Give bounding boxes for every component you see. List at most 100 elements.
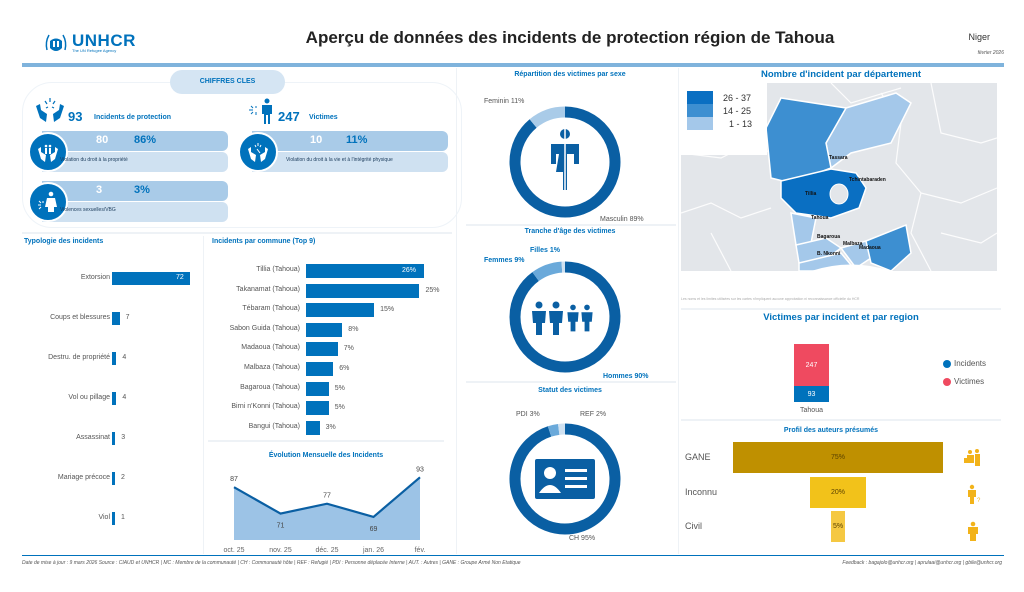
bar-label: Coups et blessures [50, 314, 110, 321]
x-tick-label: fév. [415, 547, 426, 554]
typology-bar-row: Vol ou pillage 4 [22, 392, 202, 406]
data-label: 77 [323, 493, 331, 500]
bar-label: Viol [98, 514, 110, 521]
category-label: GANE [685, 452, 711, 462]
stacked-bar-victimes: 247 [794, 344, 829, 387]
bar-value: 8% [348, 325, 359, 333]
bar-label: Bangui (Tahoua) [248, 422, 300, 430]
x-tick-label: déc. 25 [316, 547, 339, 554]
victims-region-title: Victimes par incident et par region [763, 312, 919, 323]
commune-bar-row: Bangui (Tahoua) 3% [208, 420, 448, 435]
column-divider [203, 236, 204, 554]
legend-dot [943, 359, 951, 368]
section-divider [466, 224, 676, 226]
section-divider [466, 381, 676, 383]
bar-value: 72 [176, 274, 184, 281]
donut-slice [509, 261, 621, 373]
footer-feedback[interactable]: Feedback : bagajolo@unhcr.org | aprulaai… [842, 560, 1002, 566]
bar [306, 283, 420, 298]
section-divider [681, 308, 1001, 310]
map-label: B. Nkonni [817, 251, 841, 257]
bar-value: 5% [334, 384, 345, 392]
bar-value: 1 [121, 514, 125, 521]
funnel-bar: 5% [831, 511, 845, 542]
bar-value: 26% [402, 267, 417, 274]
logo-subtitle: The UN Refugee Agency [72, 47, 117, 53]
svg-text:?: ? [977, 498, 981, 504]
bar [306, 322, 343, 337]
bar-value: 2 [121, 474, 125, 481]
bar [112, 312, 120, 325]
bar-label: Extorsion [80, 274, 110, 281]
typology-bar-row: Viol 1 [22, 512, 202, 526]
incidents-icon [34, 96, 66, 129]
bar [112, 272, 190, 285]
bar-value: 7 [125, 314, 130, 321]
bar-label: Tillia (Tahoua) [256, 266, 300, 273]
x-tick-label: jan. 26 [362, 547, 384, 554]
typology-bar-row: Extorsion 72 [22, 272, 202, 286]
legend-range: 1 - 13 [729, 118, 753, 129]
x-tick-label: oct. 25 [223, 547, 244, 554]
data-label: 69 [370, 526, 378, 533]
data-label: 87 [230, 476, 238, 483]
bar-value: 3 [121, 434, 126, 441]
typology-title: Typologie des incidents [24, 238, 104, 245]
footer-notes: Date de mise à jour : 9 mars 2026 Source… [22, 560, 521, 566]
civilian-icon [966, 521, 980, 546]
age-donut-chart: Hommes 90% Femmes 9% Filles 1% [484, 247, 649, 380]
bar [306, 264, 424, 278]
donut-slice [509, 423, 621, 535]
slice-label: Hommes 90% [603, 373, 649, 380]
kf-card-desc: Violation du droit à la propriété [60, 157, 128, 163]
map-title: Nombre d'incident par département [760, 69, 922, 80]
bar-value: 4 [122, 354, 127, 361]
legend-item: 14 - 25 [687, 104, 767, 117]
legend-item: 26 - 37 [687, 91, 767, 104]
legend-dot [943, 377, 951, 386]
bar-value: 15% [380, 306, 395, 314]
sex-donut-chart: Masculin 89% Feminin 11% [484, 98, 644, 223]
map-disclaimer: Les noms et les limites utilisées sur le… [681, 297, 860, 301]
legend-label: Incidents [954, 359, 987, 368]
country-label: Niger [968, 32, 990, 42]
donut-slice [547, 423, 560, 437]
bar-label: Bagaroua (Tahoua) [240, 383, 300, 391]
map-dept-tillia[interactable] [780, 168, 867, 219]
slice-label: REF 2% [580, 411, 606, 418]
bar [112, 392, 117, 405]
kf-card-count: 80 [96, 134, 109, 146]
bar-label: Destru. de propriété [48, 354, 110, 361]
monthly-chart: 87 oct. 25 71 nov. 25 77 déc. 25 69 jan. 26 93 fé… [223, 466, 426, 554]
incident-map[interactable]: Tassara Tchintabaraden Tillia Tahoua Bag… [681, 83, 997, 271]
commune-bar-row: Madaoua (Tahoua) 7% [208, 342, 448, 357]
family-icon [532, 301, 593, 335]
unhcr-logo: UNHCR The UN Refugee Agency [44, 32, 136, 54]
commune-bar-row: Takanamat (Tahoua) 25% [208, 283, 448, 298]
bar [306, 362, 334, 376]
typology-bar-row: Destru. de propriété 4 [22, 352, 202, 366]
category-label: Inconnu [685, 487, 718, 497]
incidents-total: 93 [68, 109, 83, 124]
bar [112, 432, 116, 445]
armed-group-icon [964, 448, 982, 473]
section-divider [681, 419, 1001, 421]
series-line [233, 476, 421, 519]
commune-bar-row: Malbaza (Tahoua) 6% [208, 362, 448, 376]
bar-label: Takanamat (Tahoua) [236, 285, 300, 293]
footer-divider [22, 555, 1004, 556]
data-label: 93 [416, 466, 424, 473]
kf-card-count: 3 [96, 184, 103, 196]
bar-value: 3% [325, 423, 336, 431]
kf-card-life: 10 11% Violation du droit à la vie et à … [238, 131, 448, 173]
map-label: Tahoua [811, 215, 829, 221]
map-legend: 26 - 37 14 - 25 1 - 13 [681, 83, 767, 155]
map-dept-madaoua[interactable] [865, 223, 912, 271]
legend-label: Victimes [954, 377, 985, 386]
bar-label: Tébaram (Tahoua) [242, 305, 300, 313]
bar [306, 303, 375, 318]
page-title: Aperçu de données des incidents de prote… [305, 28, 835, 47]
bar [306, 420, 320, 435]
section-divider [208, 440, 444, 442]
stacked-bar-incidents: 93 [794, 386, 829, 402]
